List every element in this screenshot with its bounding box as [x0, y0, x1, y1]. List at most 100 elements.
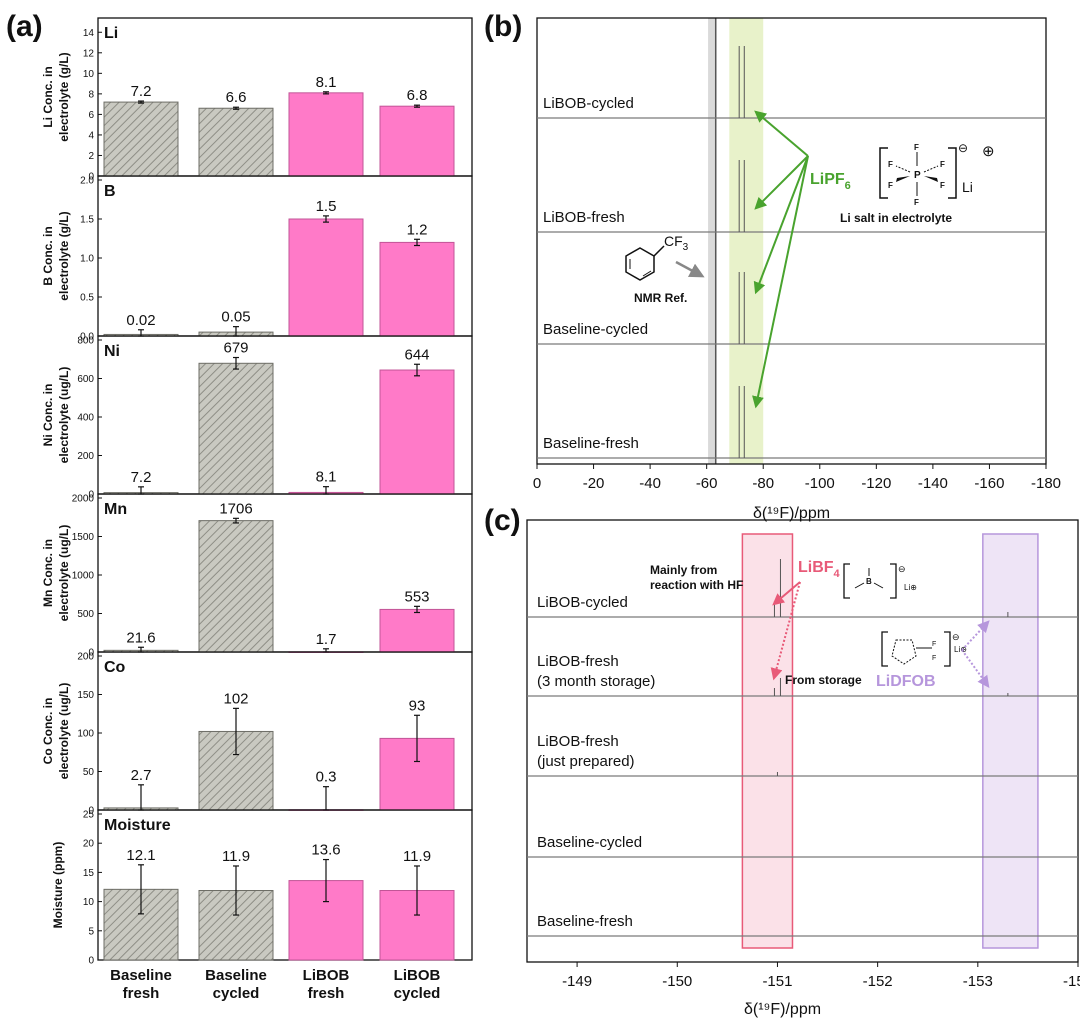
y-tick-label: 14	[83, 28, 95, 39]
y-tick-label: 6	[88, 110, 94, 121]
svg-text:F: F	[932, 655, 936, 662]
svg-text:⊖: ⊖	[958, 141, 968, 155]
bar-mn-3	[379, 608, 455, 653]
data-label: 21.6	[126, 629, 155, 646]
category-label: LiBOB	[394, 967, 441, 984]
data-label: 13.6	[311, 842, 340, 859]
bar-li-1	[198, 107, 274, 177]
data-label: 553	[404, 588, 429, 605]
y-tick-label: 4	[88, 130, 94, 141]
nmr-ref-arrow	[675, 260, 705, 278]
y-axis-label: Ni Conc. in	[41, 384, 55, 447]
lipf6-arrow-1	[754, 110, 809, 157]
x-tick-label: 0	[533, 475, 541, 492]
category-label: LiBOB	[303, 967, 350, 984]
svg-text:F: F	[940, 181, 945, 190]
bar-li-2	[288, 92, 364, 177]
x-axis-title: δ(¹⁹F)/ppm	[744, 1001, 821, 1018]
x-tick-label: -80	[752, 475, 774, 492]
data-label: 644	[404, 346, 429, 363]
category-label: cycled	[213, 985, 260, 1002]
svg-text:F: F	[888, 160, 893, 169]
x-tick-label: -153	[963, 973, 993, 990]
y-tick-label: 12	[83, 48, 95, 59]
y-axis-label: electrolyte (ug/L)	[57, 525, 71, 622]
x-tick-label: -150	[662, 973, 692, 990]
spectrum-label: LiBOB-fresh	[537, 653, 619, 670]
element-label-li: Li	[104, 25, 118, 42]
data-label: 0.3	[316, 769, 337, 786]
libf4-label: LiBF4	[798, 559, 841, 580]
svg-text:P: P	[914, 170, 921, 181]
x-tick-label: -100	[805, 475, 835, 492]
x-tick-label: -151	[762, 973, 792, 990]
category-label: Baseline	[205, 967, 267, 984]
spectrum-label: Baseline-fresh	[537, 913, 633, 930]
bar-b-2	[288, 218, 364, 337]
x-tick-label: -154	[1063, 973, 1080, 990]
panel-label-b: (b)	[484, 10, 522, 43]
y-tick-label: 15	[83, 868, 95, 879]
y-tick-label: 0	[88, 806, 94, 817]
spectrum-label: Baseline-cycled	[537, 834, 642, 851]
nmr-chart-panel-b: LiBOB-cycled LiBOB-fresh Baseline-cycled Ba…	[533, 17, 1061, 522]
y-tick-label: 500	[77, 609, 94, 620]
bar-b-3	[379, 241, 455, 337]
highlight-band-pink	[741, 533, 794, 949]
data-label: 2.7	[131, 767, 152, 784]
data-label: 1.5	[316, 198, 337, 215]
spectrum-label: Baseline-fresh	[543, 435, 639, 452]
spectrum-label: LiBOB-cycled	[543, 95, 634, 112]
y-tick-label: 5	[88, 926, 94, 937]
x-tick-label: -120	[861, 475, 891, 492]
y-tick-label: 50	[83, 767, 95, 778]
pf6-structure-icon: P F F F F F F ⊖	[879, 141, 968, 207]
lidfob-label: LiDFOB	[876, 673, 936, 690]
element-label-moisture: Moisture	[104, 817, 171, 834]
x-axis-title: δ(¹⁹F)/ppm	[753, 505, 830, 522]
y-tick-label: 150	[77, 690, 94, 701]
lidfob-arrow-2	[961, 649, 990, 688]
bf4-structure-icon: B ⊖ Li⊕	[843, 563, 917, 599]
data-label: 679	[223, 340, 248, 357]
data-label: 1706	[219, 500, 252, 517]
y-tick-label: 0	[88, 172, 94, 183]
y-tick-label: 1.0	[80, 254, 94, 265]
data-label: 6.8	[407, 87, 428, 104]
y-axis-label: electrolyte (ug/L)	[57, 367, 71, 464]
bar-li-0	[103, 101, 179, 177]
category-label: cycled	[394, 985, 441, 1002]
hf-note-line1: Mainly from	[650, 563, 717, 577]
element-label-b: B	[104, 183, 116, 200]
bar-ni-1	[198, 362, 274, 495]
spectrum-label: LiBOB-fresh	[543, 209, 625, 226]
benzotrifluoride-icon	[625, 245, 665, 281]
x-tick-label: -152	[863, 973, 893, 990]
y-tick-label: 25	[83, 810, 95, 821]
lipf6-arrow-2	[754, 155, 809, 210]
spectrum-label: (just prepared)	[537, 753, 635, 770]
data-label: 11.9	[403, 848, 431, 865]
highlight-band-purple	[982, 533, 1039, 949]
y-tick-label: 1000	[72, 571, 95, 582]
data-label: 6.6	[226, 89, 247, 106]
plot-frame-moisture	[97, 809, 473, 961]
y-tick-label: 2.0	[80, 176, 94, 187]
data-label: 1.2	[407, 221, 428, 238]
svg-text:F: F	[932, 641, 936, 648]
libf4-arrow-dotted	[770, 581, 801, 681]
data-label: 102	[223, 690, 248, 707]
y-tick-label: 200	[77, 652, 94, 663]
bar-li-3	[379, 105, 455, 177]
y-tick-label: 10	[83, 69, 95, 80]
lipf6-arrow-3	[753, 155, 809, 295]
y-tick-label: 8	[88, 89, 94, 100]
storage-note: From storage	[785, 673, 862, 687]
y-tick-label: 0.0	[80, 332, 94, 343]
panel-label-a: (a)	[6, 10, 43, 43]
lipf6-arrow-4	[752, 155, 809, 409]
y-axis-label: Co Conc. in	[41, 698, 55, 765]
y-axis-label: Li Conc. in	[41, 66, 55, 127]
